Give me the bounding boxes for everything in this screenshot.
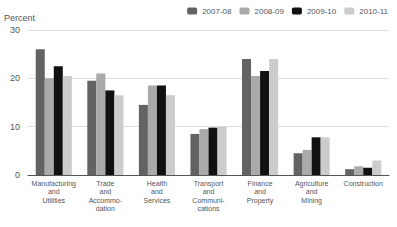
svg-text:20: 20	[10, 73, 20, 83]
svg-text:Health: Health	[147, 180, 167, 187]
svg-text:2010-11: 2010-11	[359, 7, 388, 16]
svg-text:2008-09: 2008-09	[255, 7, 285, 16]
svg-text:Finance: Finance	[248, 180, 273, 187]
svg-text:30: 30	[10, 25, 20, 35]
svg-text:and: and	[254, 188, 266, 195]
svg-text:Utilities: Utilities	[43, 197, 66, 204]
svg-text:Agriculture: Agriculture	[295, 180, 329, 188]
svg-text:Mining: Mining	[301, 197, 322, 205]
svg-text:2009-10: 2009-10	[307, 7, 337, 16]
svg-text:Communi-: Communi-	[192, 197, 225, 204]
svg-text:Percent: Percent	[4, 13, 36, 23]
svg-text:and: and	[203, 188, 215, 195]
svg-text:Services: Services	[144, 197, 171, 204]
svg-text:Transport: Transport	[194, 180, 224, 188]
svg-text:and: and	[100, 188, 112, 195]
svg-text:and: and	[48, 188, 60, 195]
svg-text:Property: Property	[247, 197, 274, 205]
svg-text:Accommo-: Accommo-	[89, 197, 123, 204]
svg-text:Trade: Trade	[96, 180, 114, 187]
svg-text:Construction: Construction	[344, 180, 383, 187]
svg-text:dation: dation	[96, 205, 115, 212]
svg-text:and: and	[151, 188, 163, 195]
svg-text:2007-08: 2007-08	[202, 7, 232, 16]
svg-text:0: 0	[15, 170, 20, 180]
svg-text:Manufacturing: Manufacturing	[32, 180, 76, 188]
svg-text:and: and	[306, 188, 318, 195]
svg-text:10: 10	[10, 122, 20, 132]
svg-text:cations: cations	[197, 205, 220, 212]
